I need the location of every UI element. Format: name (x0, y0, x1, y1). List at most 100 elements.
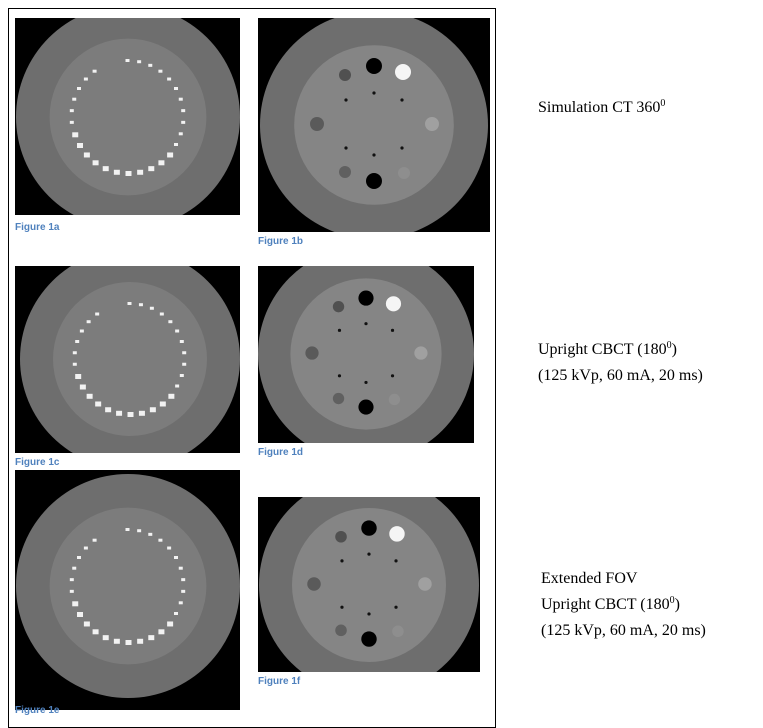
insert (93, 539, 97, 542)
insert (180, 374, 184, 377)
insert (116, 411, 122, 416)
insert (139, 411, 145, 416)
insert (167, 78, 171, 81)
insert (139, 303, 143, 306)
insert (126, 59, 130, 62)
insert (148, 635, 154, 640)
insert (182, 363, 186, 366)
insert (366, 173, 382, 189)
insert (87, 394, 93, 399)
insert (425, 117, 439, 131)
insert (307, 577, 321, 591)
insert (361, 631, 376, 646)
insert (93, 629, 99, 634)
phantom (260, 11, 488, 239)
insert (103, 635, 109, 640)
insert (93, 160, 99, 165)
insert (158, 539, 162, 542)
description: Simulation CT 3600 (538, 95, 665, 121)
insert (137, 639, 143, 644)
insert (80, 385, 86, 390)
insert (148, 64, 152, 67)
insert (418, 577, 432, 591)
insert (77, 612, 83, 617)
marker (340, 559, 343, 562)
insert (84, 152, 90, 157)
insert (181, 121, 185, 124)
insert (70, 121, 74, 124)
insert (150, 307, 154, 310)
insert (389, 394, 400, 405)
marker (400, 146, 403, 149)
text-run: (125 kVp, 60 mA, 20 ms) (538, 367, 703, 384)
insert (114, 639, 120, 644)
insert (335, 625, 347, 637)
description-line: Extended FOV (541, 566, 706, 592)
insert (84, 621, 90, 626)
insert (167, 547, 171, 550)
marker (394, 559, 397, 562)
insert (174, 612, 178, 615)
insert (339, 69, 351, 81)
insert (75, 374, 81, 379)
insert (158, 160, 164, 165)
figure-caption: Figure 1e (15, 705, 59, 716)
insert (80, 330, 84, 333)
insert (358, 399, 373, 414)
insert (179, 601, 183, 604)
text-run: Upright CBCT (180 (538, 341, 667, 358)
description-line: Simulation CT 3600 (538, 95, 665, 121)
description-line: (125 kVp, 60 mA, 20 ms) (541, 618, 706, 644)
insert (339, 166, 351, 178)
insert (148, 533, 152, 536)
phantom (16, 474, 240, 698)
insert (175, 330, 179, 333)
figure-caption: Figure 1f (258, 676, 300, 687)
marker (367, 553, 370, 556)
insert (103, 166, 109, 171)
insert (167, 152, 173, 157)
insert (168, 320, 172, 323)
insert (87, 320, 91, 323)
insert (180, 340, 184, 343)
insert (114, 170, 120, 175)
insert (389, 526, 404, 541)
insert (310, 117, 324, 131)
insert (150, 407, 156, 412)
page: {"figures": [ {"caption": "Figure 1a"}, … (0, 0, 763, 715)
insert (128, 302, 132, 305)
insert (398, 167, 410, 179)
description-line: Upright CBCT (1800) (541, 592, 706, 618)
insert (358, 291, 373, 306)
insert (386, 296, 401, 311)
marker (391, 374, 394, 377)
insert (179, 132, 183, 135)
insert (72, 132, 78, 137)
phantom (258, 246, 474, 462)
insert (126, 171, 132, 176)
insert (174, 143, 178, 146)
insert (179, 567, 183, 570)
insert (181, 109, 185, 112)
insert (73, 351, 77, 354)
description-line: Upright CBCT (1800) (538, 337, 703, 363)
insert (77, 556, 81, 559)
insert (167, 621, 173, 626)
marker (364, 381, 367, 384)
insert (160, 313, 164, 316)
insert (137, 529, 141, 532)
insert (148, 166, 154, 171)
insert (414, 346, 427, 359)
text-run: Extended FOV (541, 570, 637, 587)
insert (95, 401, 101, 406)
insert (84, 547, 88, 550)
insert (84, 78, 88, 81)
marker (338, 374, 341, 377)
marker (391, 329, 394, 332)
description: Extended FOV Upright CBCT (1800)(125 kVp,… (541, 566, 706, 644)
insert (93, 70, 97, 73)
figure-caption: Figure 1b (258, 236, 303, 247)
insert (179, 98, 183, 101)
insert (73, 363, 77, 366)
insert (333, 301, 344, 312)
